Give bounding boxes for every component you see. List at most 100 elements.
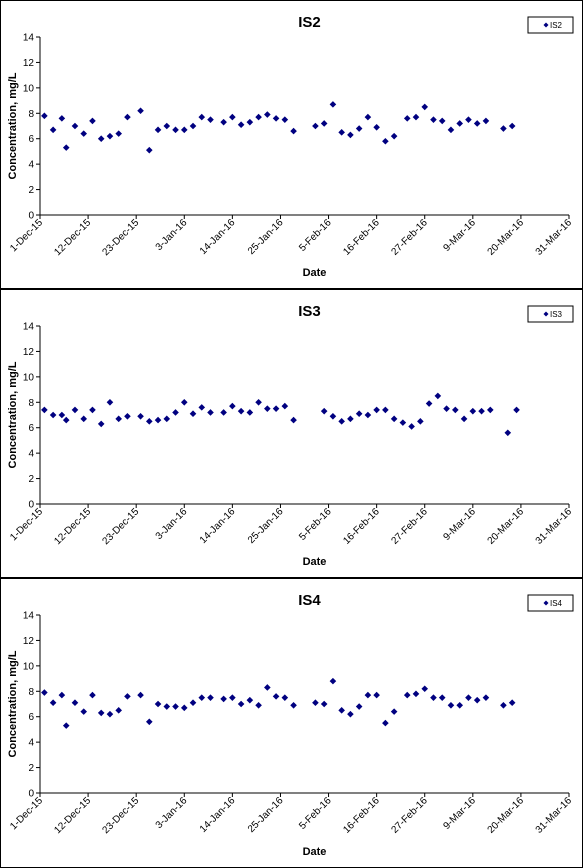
data-point: [41, 112, 48, 120]
x-tick-label: 1-Dec-15: [8, 217, 45, 254]
data-point: [180, 126, 188, 134]
data-point: [172, 409, 179, 416]
data-point: [347, 131, 354, 139]
data-point: [207, 694, 214, 701]
data-point: [408, 423, 415, 430]
data-point: [290, 701, 297, 709]
data-point: [220, 118, 227, 126]
y-tick-label: 8: [28, 398, 34, 409]
data-point: [220, 409, 227, 416]
y-tick-label: 12: [23, 636, 35, 647]
data-point: [154, 416, 162, 424]
x-tick-label: 14-Jan-16: [198, 506, 238, 546]
data-point: [58, 691, 66, 699]
data-point: [58, 115, 66, 122]
data-point: [447, 126, 455, 134]
chart-svg: IS4 0 2 4 6 8 10 12 14 1-Dec-15 12-Dec-15 23-Dec-15…: [7, 592, 574, 858]
chart-panel-0: IS2 0 2 4 6 8 10 12 14 1-Dec-15 12-Dec-15 23-Dec-15…: [0, 0, 583, 289]
x-tick-label: 9-Mar-16: [441, 217, 478, 254]
chart-title: IS3: [298, 303, 321, 320]
data-point: [382, 137, 389, 145]
data-point: [373, 123, 380, 131]
data-point: [229, 402, 236, 410]
data-point: [220, 695, 227, 703]
data-point: [264, 111, 271, 118]
data-point: [320, 120, 328, 127]
data-point: [198, 694, 206, 701]
data-point: [412, 690, 420, 698]
y-tick-label: 8: [28, 687, 34, 698]
x-axis-label: Date: [303, 267, 327, 279]
y-tick-label: 14: [23, 33, 35, 44]
data-point: [49, 699, 57, 707]
data-point: [312, 122, 319, 130]
data-point: [478, 407, 485, 415]
x-tick-label: 31-Mar-16: [534, 217, 575, 258]
data-point: [198, 404, 206, 411]
data-point: [264, 684, 271, 691]
y-tick-label: 14: [23, 611, 35, 622]
x-tick-label: 25-Jan-16: [246, 506, 286, 546]
x-tick-label: 23-Dec-15: [101, 795, 142, 836]
data-point: [473, 120, 481, 127]
data-point: [272, 115, 280, 122]
data-point: [355, 410, 363, 418]
data-point: [124, 693, 131, 700]
y-tick-label: 4: [28, 738, 34, 749]
data-point: [482, 694, 490, 701]
data-point: [172, 126, 179, 134]
y-tick-label: 0: [28, 211, 34, 222]
data-point: [390, 708, 398, 715]
data-point: [80, 130, 88, 137]
data-point: [237, 700, 245, 708]
data-point: [163, 703, 171, 710]
data-point: [115, 415, 122, 423]
data-point: [329, 677, 337, 685]
chart-title: IS2: [298, 14, 321, 31]
data-point: [172, 703, 179, 710]
data-point: [355, 125, 363, 132]
y-tick-label: 4: [28, 160, 34, 171]
data-point: [71, 406, 79, 414]
data-point: [482, 117, 490, 125]
legend-label: IS2: [550, 21, 563, 30]
data-point: [452, 406, 459, 414]
data-point: [97, 420, 105, 428]
y-tick-label: 14: [23, 322, 35, 333]
data-point: [106, 398, 114, 406]
data-point: [513, 406, 520, 414]
x-axis-label: Date: [303, 846, 327, 858]
data-point: [425, 400, 433, 407]
legend-marker: [543, 311, 549, 317]
x-tick-label: 20-Mar-16: [486, 506, 527, 547]
y-axis-label: Concentration, mg/L: [7, 650, 19, 757]
data-point: [163, 122, 171, 130]
x-tick-label: 23-Dec-15: [101, 217, 142, 258]
data-point: [290, 127, 297, 135]
data-point: [473, 696, 481, 704]
data-point: [500, 125, 507, 132]
data-point: [62, 144, 70, 151]
data-point: [145, 718, 153, 726]
chart-svg: IS2 0 2 4 6 8 10 12 14 1-Dec-15 12-Dec-15 23-Dec-15…: [7, 14, 575, 279]
data-point: [180, 704, 188, 712]
y-tick-label: 12: [23, 58, 35, 69]
y-tick-label: 8: [28, 109, 34, 120]
data-point: [229, 113, 236, 121]
data-point: [106, 132, 114, 140]
data-point: [281, 694, 289, 701]
x-tick-label: 27-Feb-16: [389, 506, 430, 547]
y-tick-label: 6: [28, 134, 34, 145]
data-point: [189, 122, 197, 130]
data-point: [347, 710, 354, 718]
data-point: [246, 409, 254, 416]
data-point: [338, 707, 345, 714]
data-point: [364, 691, 372, 699]
x-tick-label: 16-Feb-16: [341, 506, 382, 547]
legend-box: [527, 594, 574, 612]
data-point: [255, 701, 262, 709]
data-point: [198, 113, 206, 121]
x-tick-label: 20-Mar-16: [486, 795, 527, 836]
legend-label: IS4: [550, 599, 563, 608]
data-point: [272, 693, 280, 700]
